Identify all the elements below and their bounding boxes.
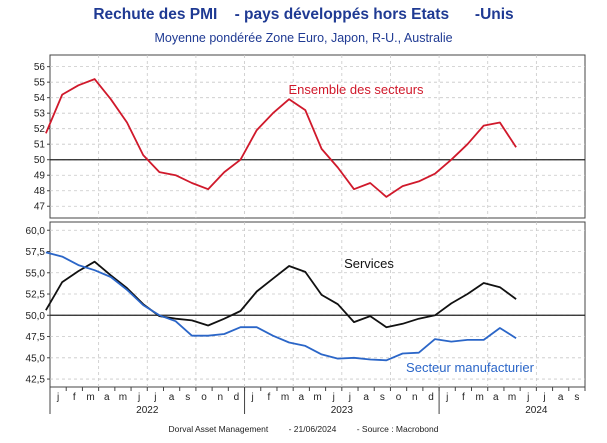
y-tick-label: 55,0: [26, 268, 46, 279]
x-tick-label: f: [73, 392, 76, 403]
y-tick-label: 49: [34, 171, 46, 182]
y-tick-label: 52: [34, 124, 46, 135]
panel-frame-1: [49, 54, 586, 219]
x-tick-label: m: [119, 392, 127, 403]
x-tick-label: j: [542, 392, 545, 403]
x-tick-label: d: [428, 392, 434, 403]
x-tick-label: j: [332, 392, 335, 403]
x-tick-label: a: [169, 392, 175, 403]
series-line-ensemble-des-secteurs: [45, 78, 517, 198]
series-label: Ensemble des secteurs: [288, 82, 424, 97]
x-tick-label: s: [185, 392, 190, 403]
y-tick-label: 54: [34, 93, 46, 104]
y-tick-label: 57,5: [26, 247, 46, 258]
x-tick-label: a: [104, 392, 110, 403]
y-tick-label: 51: [34, 140, 46, 151]
x-tick-label: j: [348, 392, 351, 403]
x-tick-label: o: [396, 392, 402, 403]
x-tick-label: a: [558, 392, 564, 403]
x-tick-label: a: [299, 392, 305, 403]
chart-title: Rechute des PMI - pays développés hors E…: [93, 6, 514, 23]
y-tick-label: 50,0: [26, 311, 46, 322]
x-tick-label: f: [267, 392, 270, 403]
x-tick-label: n: [412, 392, 418, 403]
y-tick-label: 47: [34, 202, 46, 213]
footer-date: - 21/06/2024: [288, 424, 337, 434]
x-tick-label: s: [574, 392, 579, 403]
chart-subtitle: Moyenne pondérée Zone Euro, Japon, R-U.,…: [154, 31, 453, 45]
y-tick-label: 60,0: [26, 226, 46, 237]
x-tick-label: j: [137, 392, 140, 403]
y-tick-label: 52,5: [26, 290, 46, 301]
y-tick-label: 55: [34, 78, 46, 89]
chart-footer: Dorval Asset Management - 21/06/2024 - S…: [0, 424, 607, 434]
x-tick-label: d: [234, 392, 240, 403]
series-line-services: [45, 260, 517, 329]
y-tick-label: 42,5: [26, 375, 46, 386]
series-label: Services: [344, 256, 394, 271]
x-tick-label: o: [201, 392, 207, 403]
year-label: 2023: [331, 405, 354, 416]
x-tick-label: j: [56, 392, 59, 403]
x-tick-label: j: [153, 392, 156, 403]
x-tick-label: f: [462, 392, 465, 403]
x-tick-label: n: [217, 392, 223, 403]
x-tick-label: a: [363, 392, 369, 403]
footer-source: - Source : Macrobond: [356, 424, 439, 434]
x-tick-label: m: [281, 392, 289, 403]
x-tick-label: s: [380, 392, 385, 403]
y-tick-label: 56: [34, 62, 46, 73]
x-tick-label: m: [86, 392, 94, 403]
x-tick-label: m: [313, 392, 321, 403]
x-tick-label: j: [526, 392, 529, 403]
y-tick-label: 53: [34, 109, 46, 120]
series-label: Secteur manufacturier: [406, 360, 535, 375]
x-tick-label: j: [445, 392, 448, 403]
y-tick-label: 47,5: [26, 332, 46, 343]
y-tick-label: 48: [34, 186, 46, 197]
year-label: 2024: [525, 405, 548, 416]
series-line-secteur-manufacturier: [45, 251, 517, 362]
y-tick-label: 45,0: [26, 353, 46, 364]
y-tick-label: 50: [34, 155, 46, 166]
x-tick-label: j: [251, 392, 254, 403]
x-tick-label: m: [508, 392, 516, 403]
footer-company: Dorval Asset Management: [168, 424, 269, 434]
year-label: 2022: [136, 405, 159, 416]
x-tick-label: m: [475, 392, 483, 403]
x-tick-label: a: [493, 392, 499, 403]
